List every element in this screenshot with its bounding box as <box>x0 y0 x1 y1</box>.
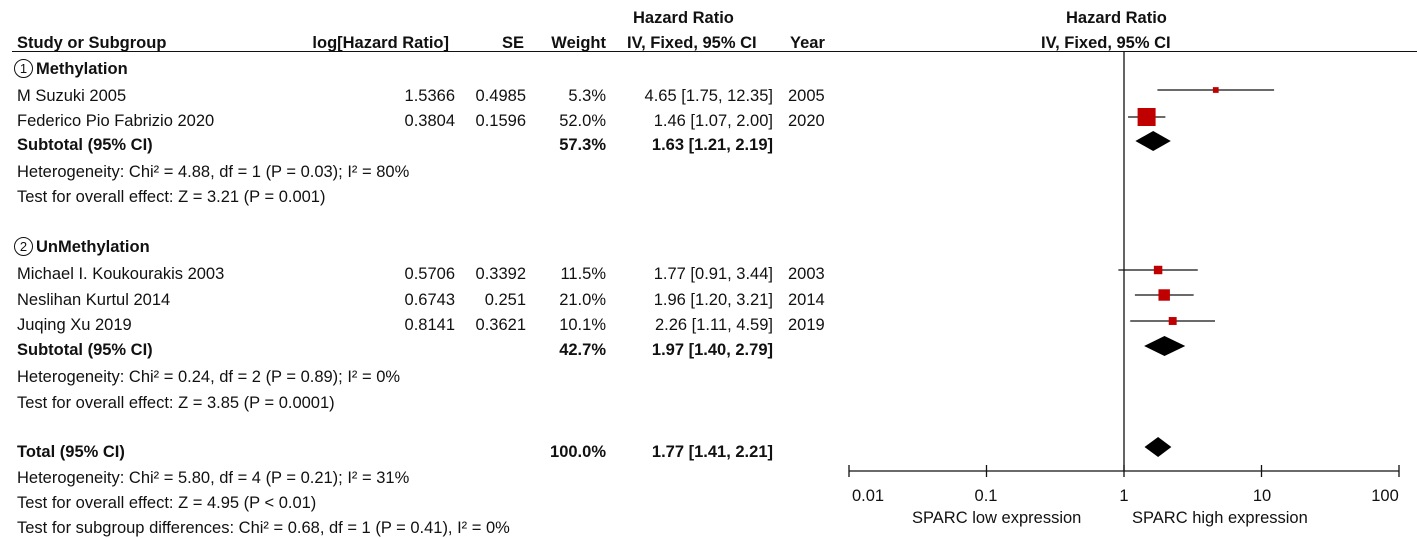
study-square <box>1158 289 1170 301</box>
weight-value: 11.5% <box>560 265 606 283</box>
subtotal-weight: 57.3% <box>559 136 606 154</box>
loghr-value: 1.5366 <box>404 87 455 105</box>
summary-diamond <box>1144 336 1186 356</box>
weight-value: 52.0% <box>559 112 606 130</box>
se-column-header: SE <box>501 34 524 52</box>
year-value: 2019 <box>788 316 825 334</box>
loghr-column-header: log[Hazard Ratio] <box>312 34 449 52</box>
year-value: 2005 <box>788 87 825 105</box>
study-square <box>1153 265 1163 275</box>
total-ci: 1.77 [1.41, 2.21] <box>651 443 773 461</box>
total-weight: 100.0% <box>550 443 606 461</box>
hr-column-title: Hazard Ratio <box>633 9 734 27</box>
plot-subtitle: IV, Fixed, 95% CI <box>1041 34 1171 52</box>
weight-column-header: Weight <box>551 34 606 52</box>
tick-label: 100 <box>1371 487 1399 505</box>
study-column-header: Study or Subgroup <box>17 34 167 52</box>
subtotal-label: Subtotal (95% CI) <box>17 341 153 359</box>
total-heterogeneity-text: Heterogeneity: Chi² = 5.80, df = 4 (P = … <box>17 469 410 487</box>
subtotal-ci: 1.63 [1.21, 2.19] <box>651 136 773 154</box>
ci-value: 1.96 [1.20, 3.21] <box>653 291 773 309</box>
hr-column-subtitle: IV, Fixed, 95% CI <box>627 34 757 52</box>
ci-value: 1.46 [1.07, 2.00] <box>653 112 773 130</box>
heterogeneity-text: Heterogeneity: Chi² = 0.24, df = 2 (P = … <box>17 368 401 386</box>
study-name: Neslihan Kurtul 2014 <box>17 291 171 309</box>
year-value: 2014 <box>788 291 825 309</box>
se-value: 0.4985 <box>475 87 526 105</box>
study-square <box>1137 108 1156 126</box>
subgroup-name: UnMethylation <box>36 238 150 256</box>
ci-value: 2.26 [1.11, 4.59] <box>654 316 773 334</box>
ci-value: 1.77 [0.91, 3.44] <box>653 265 773 283</box>
study-square <box>1168 317 1177 325</box>
tick-label: 0.1 <box>974 487 998 505</box>
ci-value: 4.65 [1.75, 12.35] <box>644 87 773 105</box>
summary-diamond <box>1135 131 1171 151</box>
tick-label: 1 <box>1119 487 1129 505</box>
year-value: 2003 <box>788 265 825 283</box>
subgroup-name: Methylation <box>36 60 128 78</box>
total-overall-effect-text: Test for overall effect: Z = 4.95 (P < 0… <box>17 494 317 512</box>
se-value: 0.1596 <box>475 112 526 130</box>
plot-title: Hazard Ratio <box>1066 9 1167 27</box>
study-name: M Suzuki 2005 <box>17 87 127 105</box>
subtotal-label: Subtotal (95% CI) <box>17 136 153 154</box>
left-favours-label: SPARC low expression <box>912 509 1082 527</box>
study-name: Federico Pio Fabrizio 2020 <box>17 112 215 130</box>
overall-effect-text: Test for overall effect: Z = 3.85 (P = 0… <box>17 394 335 412</box>
subgroup-number-badge: 2 <box>14 237 33 256</box>
subtotal-ci: 1.97 [1.40, 2.79] <box>651 341 773 359</box>
study-name: Juqing Xu 2019 <box>17 316 132 334</box>
subtotal-weight: 42.7% <box>559 341 606 359</box>
subgroup-heading-methylation: 1 Methylation <box>14 59 128 79</box>
weight-value: 5.3% <box>568 87 606 105</box>
loghr-value: 0.3804 <box>404 112 455 130</box>
overall-effect-text: Test for overall effect: Z = 3.21 (P = 0… <box>17 188 326 206</box>
year-value: 2020 <box>788 112 825 130</box>
subgroup-number-badge: 1 <box>14 59 33 78</box>
header-divider <box>12 51 1417 52</box>
subgroup-differences-text: Test for subgroup differences: Chi² = 0.… <box>17 519 510 537</box>
se-value: 0.3392 <box>475 265 526 283</box>
tick-label: 10 <box>1252 487 1272 505</box>
loghr-value: 0.8141 <box>404 316 455 334</box>
total-label: Total (95% CI) <box>17 443 125 461</box>
heterogeneity-text: Heterogeneity: Chi² = 4.88, df = 1 (P = … <box>17 163 410 181</box>
loghr-value: 0.5706 <box>404 265 455 283</box>
weight-value: 10.1% <box>559 316 606 334</box>
right-favours-label: SPARC high expression <box>1132 509 1308 527</box>
subgroup-heading-unmethylation: 2 UnMethylation <box>14 237 150 257</box>
weight-value: 21.0% <box>559 291 606 309</box>
study-square <box>1212 87 1219 93</box>
year-column-header: Year <box>790 34 825 52</box>
se-value: 0.251 <box>484 291 526 309</box>
study-name: Michael I. Koukourakis 2003 <box>17 265 225 283</box>
loghr-value: 0.6743 <box>404 291 455 309</box>
se-value: 0.3621 <box>475 316 526 334</box>
summary-diamond <box>1144 437 1172 457</box>
tick-label: 0.01 <box>851 487 885 505</box>
